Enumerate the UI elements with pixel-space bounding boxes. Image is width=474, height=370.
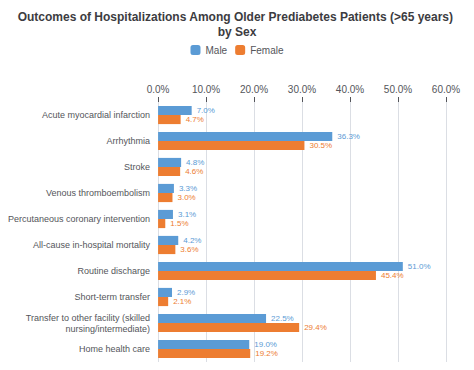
svg-text:3.0%: 3.0%	[177, 193, 195, 202]
svg-text:Female: Female	[250, 45, 284, 56]
svg-text:30.0%: 30.0%	[288, 84, 316, 95]
svg-text:19.0%: 19.0%	[254, 340, 277, 349]
svg-text:Transfer to other facility (sk: Transfer to other facility (skilled	[26, 313, 150, 323]
svg-text:19.2%: 19.2%	[255, 349, 278, 358]
svg-text:4.2%: 4.2%	[183, 236, 201, 245]
svg-text:3.1%: 3.1%	[178, 210, 196, 219]
svg-text:51.0%: 51.0%	[408, 262, 431, 271]
svg-text:60.0%: 60.0%	[432, 84, 460, 95]
svg-text:3.3%: 3.3%	[179, 184, 197, 193]
svg-text:Acute myocardial infarction: Acute myocardial infarction	[42, 110, 150, 120]
svg-text:Male: Male	[205, 45, 227, 56]
svg-text:Arrhythmia: Arrhythmia	[107, 136, 151, 146]
svg-text:0.0%: 0.0%	[147, 84, 170, 95]
svg-text:Outcomes of Hospitalizations A: Outcomes of Hospitalizations Among Older…	[18, 10, 457, 24]
svg-text:4.7%: 4.7%	[186, 115, 204, 124]
svg-text:4.8%: 4.8%	[186, 158, 204, 167]
svg-text:36.3%: 36.3%	[337, 132, 360, 141]
svg-text:10.0%: 10.0%	[192, 84, 220, 95]
svg-text:7.0%: 7.0%	[197, 106, 215, 115]
svg-text:50.0%: 50.0%	[384, 84, 412, 95]
svg-text:22.5%: 22.5%	[271, 314, 294, 323]
svg-text:Routine discharge: Routine discharge	[78, 266, 151, 276]
svg-text:29.4%: 29.4%	[304, 323, 327, 332]
svg-text:Venous thromboembolism: Venous thromboembolism	[46, 188, 150, 198]
svg-text:30.5%: 30.5%	[309, 141, 332, 150]
svg-text:1.5%: 1.5%	[170, 219, 188, 228]
svg-text:by Sex: by Sex	[218, 25, 257, 39]
svg-text:All-cause in-hospital mortalit: All-cause in-hospital mortality	[33, 240, 151, 250]
svg-text:40.0%: 40.0%	[336, 84, 364, 95]
svg-text:3.6%: 3.6%	[180, 245, 198, 254]
svg-text:4.6%: 4.6%	[185, 167, 203, 176]
svg-text:2.9%: 2.9%	[177, 288, 195, 297]
svg-text:45.4%: 45.4%	[381, 271, 404, 280]
svg-text:Percutaneous coronary interven: Percutaneous coronary intervention	[8, 214, 150, 224]
svg-text:Short-term transfer: Short-term transfer	[75, 292, 151, 302]
svg-text:2.1%: 2.1%	[173, 297, 191, 306]
svg-text:Stroke: Stroke	[124, 162, 150, 172]
svg-text:Home health care: Home health care	[79, 344, 150, 354]
svg-text:20.0%: 20.0%	[240, 84, 268, 95]
svg-text:nursing/intermediate): nursing/intermediate)	[66, 324, 151, 334]
